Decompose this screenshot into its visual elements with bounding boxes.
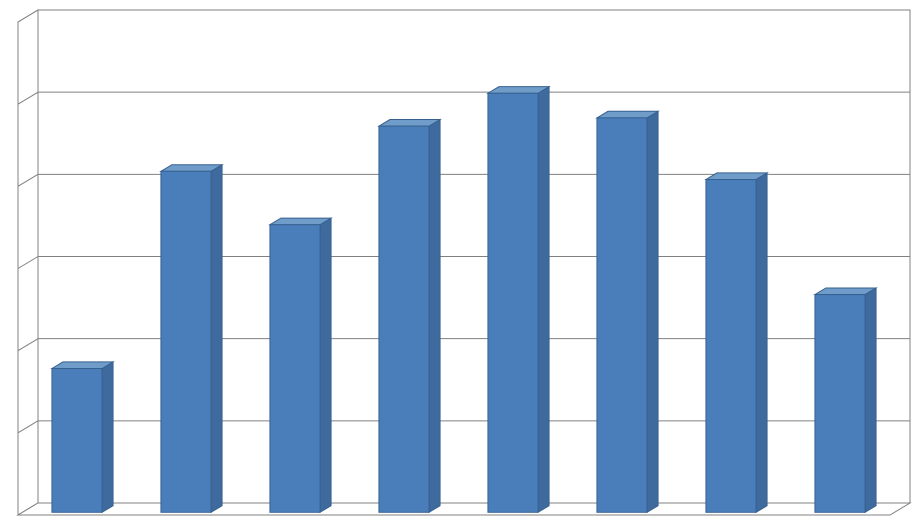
bar	[597, 111, 658, 512]
bar	[52, 362, 113, 512]
chart-svg	[0, 0, 918, 525]
bar	[161, 165, 222, 513]
bar	[488, 87, 549, 513]
bar	[815, 288, 876, 512]
bar-chart-3d	[0, 0, 918, 525]
bar	[706, 173, 767, 512]
floor	[18, 503, 910, 515]
bar	[379, 120, 440, 513]
bar	[270, 218, 331, 512]
